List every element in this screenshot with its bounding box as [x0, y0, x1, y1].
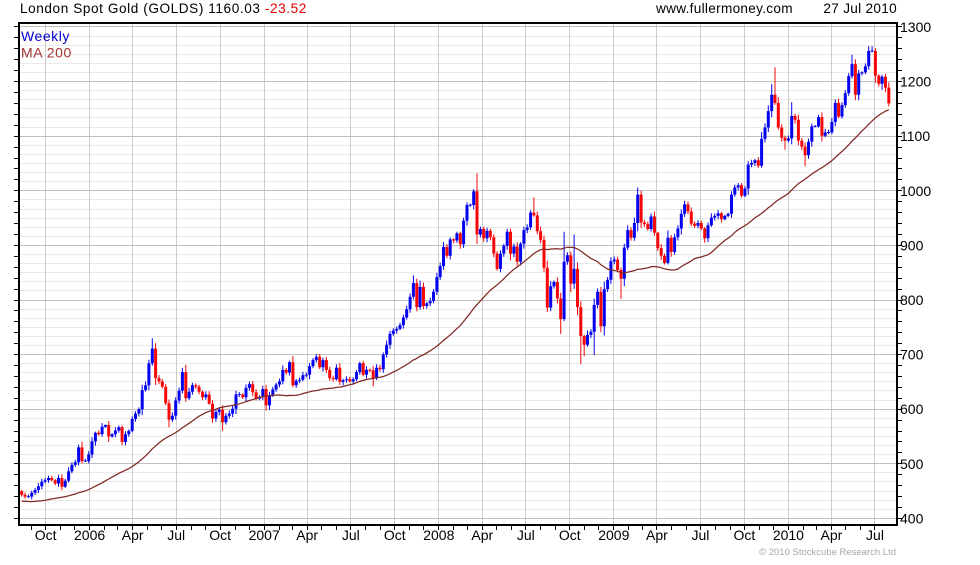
svg-text:800: 800: [900, 292, 924, 308]
svg-text:2010: 2010: [773, 527, 804, 543]
svg-text:400: 400: [900, 510, 924, 526]
svg-text:27 Jul 2010: 27 Jul 2010: [823, 1, 897, 16]
svg-text:1100: 1100: [900, 128, 930, 144]
svg-text:Weekly: Weekly: [21, 28, 70, 44]
svg-text:Apr: Apr: [296, 527, 318, 543]
svg-text:Apr: Apr: [122, 527, 144, 543]
svg-text:MA 200: MA 200: [21, 45, 72, 61]
svg-text:500: 500: [900, 456, 924, 472]
svg-text:Jul: Jul: [342, 527, 360, 543]
svg-text:Oct: Oct: [35, 527, 57, 543]
svg-text:Oct: Oct: [209, 527, 231, 543]
svg-text:1300: 1300: [900, 19, 931, 35]
svg-text:Apr: Apr: [471, 527, 493, 543]
svg-text:2007: 2007: [249, 527, 280, 543]
svg-text:700: 700: [900, 347, 924, 363]
svg-text:Oct: Oct: [384, 527, 406, 543]
svg-text:Jul: Jul: [517, 527, 535, 543]
svg-text:© 2010 Stockcube Research Ltd: © 2010 Stockcube Research Ltd: [759, 547, 896, 558]
svg-text:Apr: Apr: [646, 527, 668, 543]
svg-text:2008: 2008: [423, 527, 454, 543]
svg-text:Apr: Apr: [821, 527, 843, 543]
svg-text:Oct: Oct: [734, 527, 756, 543]
svg-text:London Spot Gold (GOLDS) 1160.: London Spot Gold (GOLDS) 1160.03 -23.52: [20, 1, 307, 16]
svg-text:Oct: Oct: [559, 527, 581, 543]
svg-text:900: 900: [900, 237, 924, 253]
svg-text:www.fullermoney.com: www.fullermoney.com: [655, 1, 793, 16]
svg-text:1200: 1200: [900, 74, 931, 90]
svg-text:600: 600: [900, 401, 924, 417]
svg-text:Jul: Jul: [866, 527, 884, 543]
svg-text:1000: 1000: [900, 183, 931, 199]
svg-text:Jul: Jul: [691, 527, 709, 543]
svg-text:2006: 2006: [74, 527, 105, 543]
svg-text:Jul: Jul: [167, 527, 185, 543]
svg-text:2009: 2009: [598, 527, 629, 543]
